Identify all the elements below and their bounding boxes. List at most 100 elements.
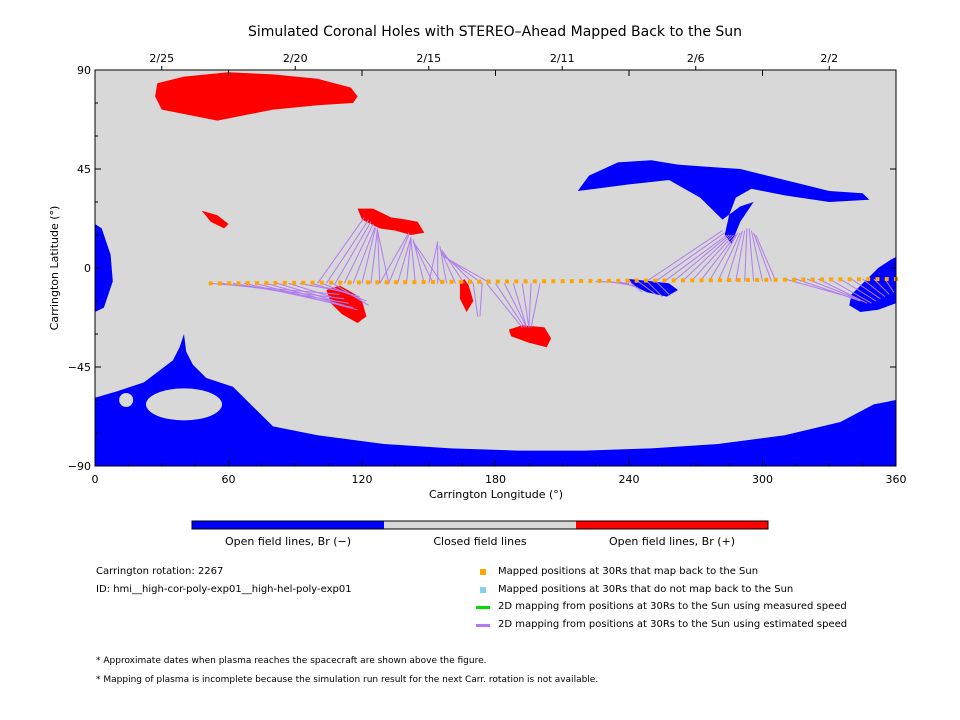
mapped-point xyxy=(838,277,843,282)
mapped-point xyxy=(393,280,398,285)
mapping-line xyxy=(655,280,670,295)
mapping-line xyxy=(334,221,372,284)
mapped-point xyxy=(292,280,297,285)
unmapped-legend-label: Mapped positions at 30Rs that do not map… xyxy=(498,584,794,595)
mapped-point xyxy=(560,279,565,284)
mapped-point xyxy=(366,280,371,285)
mapping-line xyxy=(726,230,743,282)
mapping-line xyxy=(521,283,530,328)
mapped-point xyxy=(421,280,426,285)
mapped-point xyxy=(736,278,741,283)
mapped-point xyxy=(338,280,343,285)
colorbar-segment xyxy=(576,521,768,529)
mapped-point xyxy=(477,279,482,284)
measured-legend-label: 2D mapping from positions at 30Rs to the… xyxy=(498,601,847,612)
mapped-point xyxy=(523,279,528,284)
mapped-point xyxy=(347,280,352,285)
mapping-line xyxy=(840,278,877,302)
colorbar-segment xyxy=(384,521,576,529)
region-south-polar xyxy=(95,334,896,466)
longitude-axis: 0 60 120 180 240 300 360 xyxy=(92,70,907,486)
mapping-line xyxy=(753,232,772,282)
estimated-legend-swatch xyxy=(476,624,490,627)
mapping-line xyxy=(444,256,492,284)
mapping-line xyxy=(388,234,410,284)
region-south-blob xyxy=(508,325,552,348)
mapped-point xyxy=(856,277,861,282)
date-label: 2/20 xyxy=(283,52,308,65)
mapped-point xyxy=(662,278,667,283)
mapping-line xyxy=(332,282,369,306)
x-tick-label: 60 xyxy=(222,473,236,486)
mapped-point xyxy=(430,279,435,284)
mapping-line xyxy=(673,234,730,282)
mapped-point xyxy=(588,278,593,283)
mapping-line xyxy=(682,234,732,282)
mapping-line xyxy=(528,283,532,328)
mapping-line xyxy=(646,280,663,297)
mapped-point xyxy=(579,279,584,284)
mapped-point xyxy=(616,278,621,283)
mapped-point xyxy=(458,279,463,284)
date-label: 2/2 xyxy=(820,52,838,65)
mapped-point xyxy=(255,281,260,286)
mapping-line xyxy=(735,230,746,282)
colorbar-segment xyxy=(192,521,384,529)
region-north-polar xyxy=(155,72,358,121)
y-tick-label: −45 xyxy=(68,361,91,374)
mapping-line xyxy=(708,232,739,282)
mapped-point xyxy=(282,280,287,285)
mapped-point xyxy=(301,280,306,285)
mapping-line xyxy=(664,234,728,282)
mapped-point xyxy=(514,279,519,284)
x-tick-label: 120 xyxy=(352,473,373,486)
y-tick-label: 90 xyxy=(77,64,91,77)
mapped-point xyxy=(829,277,834,282)
mapping-line xyxy=(862,278,886,297)
mapped-point xyxy=(819,277,824,282)
mapping-line xyxy=(628,280,643,293)
latitude-axis: 90 45 0 −45 −90 xyxy=(68,64,896,473)
x-tick-label: 300 xyxy=(752,473,773,486)
mapped-point xyxy=(782,277,787,282)
mapping-line xyxy=(441,252,474,284)
mapped-point xyxy=(569,279,574,284)
mapping-line xyxy=(530,283,541,328)
date-label: 2/15 xyxy=(416,52,441,65)
region-center-south xyxy=(326,285,367,323)
mapped-point xyxy=(217,281,222,286)
mapping-line xyxy=(412,239,425,284)
mapped-point xyxy=(866,277,871,282)
mapped-point xyxy=(319,280,324,285)
mapped-point xyxy=(505,279,510,284)
mapping-line xyxy=(495,283,525,328)
mapping-line xyxy=(255,282,358,311)
mapping-line xyxy=(873,278,890,295)
region-north-arc xyxy=(577,160,870,244)
colorbar-frame xyxy=(191,520,769,530)
mapped-point xyxy=(329,280,334,285)
mapped-point xyxy=(597,278,602,283)
mapping-line xyxy=(325,219,370,284)
mapping-line xyxy=(479,283,483,317)
mapped-point xyxy=(875,277,880,282)
mapped-point xyxy=(384,280,389,285)
mapped-track xyxy=(208,277,898,286)
region-west-edge xyxy=(95,224,113,312)
mapping-line xyxy=(343,223,374,284)
mapping-line xyxy=(755,234,777,282)
mapping-line xyxy=(795,278,861,302)
mapped-point xyxy=(606,278,611,283)
y-axis-label: Carrington Latitude (°) xyxy=(48,206,61,331)
mapped-point xyxy=(208,281,213,286)
region-east-equatorial xyxy=(849,257,896,312)
negative-coronal-holes xyxy=(95,160,896,466)
date-label: 2/6 xyxy=(687,52,705,65)
mapping-line xyxy=(748,228,755,282)
mapped-point xyxy=(486,279,491,284)
mapped-point xyxy=(690,278,695,283)
colorbar-label: Open field lines, Br (+) xyxy=(609,535,735,548)
colorbar-label: Closed field lines xyxy=(433,535,527,548)
mapping-line xyxy=(352,226,376,284)
mapped-point xyxy=(551,279,556,284)
